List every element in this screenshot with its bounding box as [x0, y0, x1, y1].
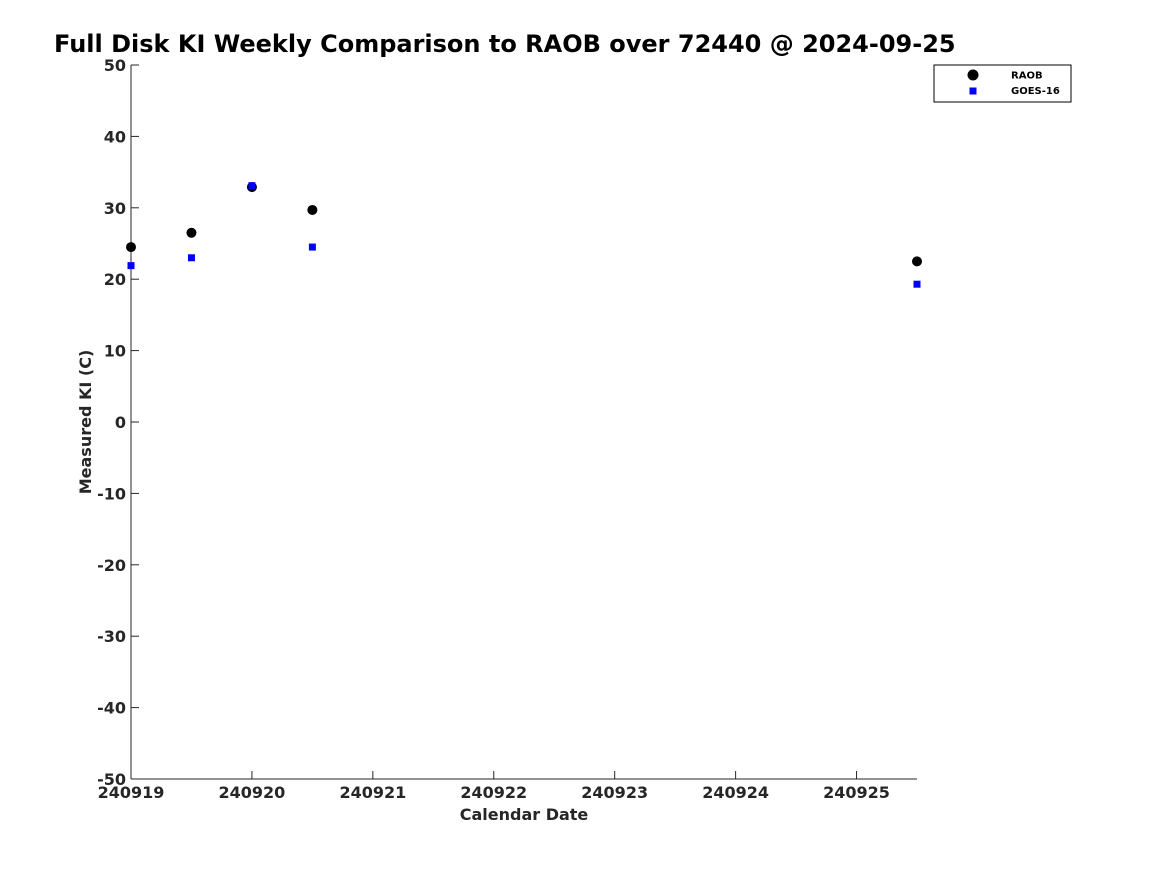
x-tick-label: 240919	[98, 783, 165, 802]
x-tick-label: 240925	[823, 783, 890, 802]
legend-goes-marker	[969, 87, 977, 95]
x-tick-label: 240921	[339, 783, 406, 802]
x-tick-label: 240922	[460, 783, 527, 802]
y-tick-label: 10	[104, 342, 126, 361]
x-axis-label: Calendar Date	[460, 805, 589, 824]
legend: RAOB GOES-16	[933, 64, 1072, 103]
plot-points	[126, 182, 922, 288]
legend-box	[933, 64, 1072, 103]
goes-16-point	[913, 280, 921, 288]
x-tick-label: 240923	[581, 783, 648, 802]
y-tick-label: -50	[97, 770, 126, 789]
legend-goes-label: GOES-16	[1011, 86, 1060, 97]
y-tick-label: 30	[104, 199, 126, 218]
goes-16-point	[127, 262, 135, 270]
raob-point	[912, 256, 922, 267]
x-ticks: 240919 240920 240921 240922 240923 240924 2409…	[98, 771, 890, 802]
goes-16-point	[308, 243, 316, 251]
y-axis-label: Measured KI (C)	[76, 350, 95, 495]
legend-raob-label: RAOB	[1011, 71, 1043, 82]
y-tick-label: -30	[97, 627, 126, 646]
y-tick-label: -20	[97, 556, 126, 575]
y-tick-label: 20	[104, 270, 126, 289]
y-tick-label: -10	[97, 484, 126, 503]
x-tick-label: 240924	[702, 783, 769, 802]
raob-point	[126, 242, 136, 253]
raob-point	[186, 227, 197, 238]
x-tick-label: 240920	[219, 783, 286, 802]
legend-raob-marker	[967, 69, 979, 81]
goes-16-point	[248, 182, 256, 190]
axes	[130, 65, 917, 780]
chart-title: Full Disk KI Weekly Comparison to RAOB o…	[54, 30, 956, 58]
y-ticks: -50 -40 -30 -20 -10 0 10 20 30 40 50	[97, 56, 139, 789]
goes-16-point	[187, 254, 195, 262]
y-tick-label: -40	[97, 699, 126, 718]
raob-point	[307, 204, 318, 215]
y-tick-label: 40	[104, 127, 126, 146]
y-tick-label: 50	[104, 56, 126, 75]
y-tick-label: 0	[115, 413, 126, 432]
